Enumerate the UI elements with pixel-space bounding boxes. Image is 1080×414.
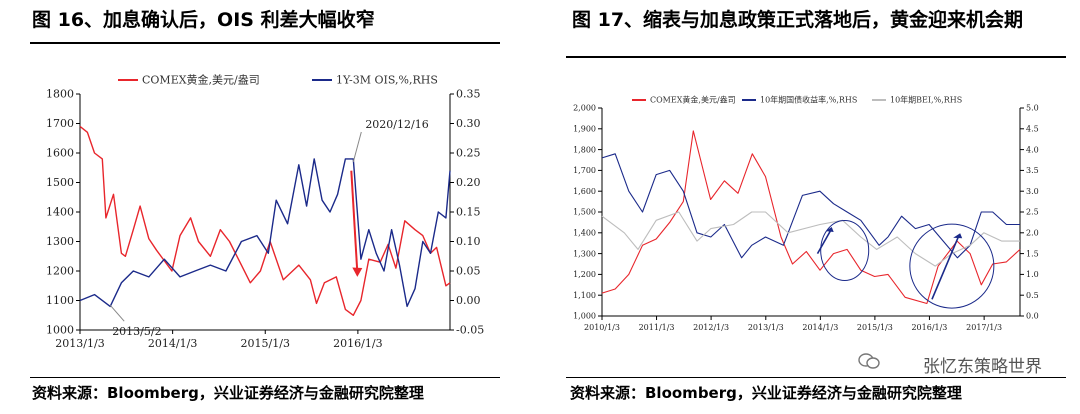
x-tick-label: 2010/1/3 <box>584 323 620 332</box>
y-right-tick-label: 0.5 <box>1026 291 1039 300</box>
y-right-tick-label: 0.35 <box>456 88 481 101</box>
x-tick-label: 2017/1/3 <box>966 323 1002 332</box>
y-right-tick-label: 4.0 <box>1026 145 1039 154</box>
figure-source: 资料来源：Bloomberg，兴业证券经济与金融研究院整理 <box>570 384 962 402</box>
figure-title: 图 17、缩表与加息政策正式落地后，黄金迎来机会期 <box>572 9 1024 31</box>
x-tick-label: 2016/1/3 <box>911 323 947 332</box>
y-right-tick-label: 2.5 <box>1026 208 1039 217</box>
x-tick-label: 2015/1/3 <box>857 323 893 332</box>
y-right-tick-label: 4.5 <box>1026 124 1039 133</box>
source-rule <box>30 377 500 378</box>
annotation-leader <box>352 131 362 162</box>
y-right-tick-label: 0.30 <box>456 117 481 130</box>
x-tick-label: 2014/1/3 <box>802 323 838 332</box>
legend-label-0: COMEX黄金,美元/盎司 <box>142 73 260 87</box>
title-rule <box>566 56 1066 58</box>
highlight-circle <box>820 219 870 281</box>
gold-yield-chart: 2,000 1,900 1,800 1,700 1,600 1,500 1,400 1,300… <box>573 95 1039 332</box>
x-tick-label: 2014/1/3 <box>148 337 197 350</box>
highlight-circle <box>909 223 995 309</box>
x-tick-label: 2011/1/3 <box>639 323 675 332</box>
y-left-tick-label: 1,900 <box>573 124 596 133</box>
y-left-tick-label: 1000 <box>46 324 74 337</box>
trend-arrow-head <box>825 226 834 232</box>
annotation-label: 2020/12/16 <box>365 118 428 131</box>
y-left-tick-label: 1200 <box>46 265 74 278</box>
trend-arrow <box>931 234 960 300</box>
title-rule <box>30 42 500 44</box>
y-right-tick-label: 0.00 <box>456 294 481 307</box>
trend-arrow-head <box>953 233 963 239</box>
y-left-tick-label: 1800 <box>46 88 74 101</box>
y-right-tick-label: -0.05 <box>456 324 484 337</box>
y-left-tick-label: 1,500 <box>573 208 596 217</box>
annotation-label: 2013/5/2 <box>112 325 161 338</box>
y-left-tick-label: 1,700 <box>573 166 596 175</box>
y-right-tick-label: 3.5 <box>1026 166 1039 175</box>
series-line-2 <box>601 211 1020 267</box>
y-left-tick-label: 1,200 <box>573 270 596 279</box>
y-left-tick-label: 1500 <box>46 176 74 189</box>
arrow-head <box>352 267 363 277</box>
legend-label-1: 1Y-3M OIS,%,RHS <box>336 74 438 87</box>
y-left-tick-label: 1300 <box>46 235 74 248</box>
trend-arrow <box>816 228 833 254</box>
ois-gold-chart: 1800 1700 1600 1500 1400 1300 1200 1100 1000 0.35… <box>46 73 484 350</box>
y-right-tick-label: 2.0 <box>1026 228 1039 237</box>
y-left-tick-label: 1,600 <box>573 187 596 196</box>
wechat-icon <box>858 353 880 369</box>
watermark-text: 张忆东策略世界 <box>923 357 1042 377</box>
x-tick-label: 2012/1/3 <box>693 323 729 332</box>
y-left-tick-label: 1,300 <box>573 249 596 258</box>
legend-label-1: 10年期国债收益率,%,RHS <box>760 95 857 105</box>
y-left-tick-label: 2,000 <box>573 104 596 113</box>
y-right-tick-label: 0.15 <box>456 206 481 219</box>
figure-source: 资料来源：Bloomberg，兴业证券经济与金融研究院整理 <box>32 384 424 402</box>
y-right-tick-label: 3.0 <box>1026 187 1039 196</box>
source-rule <box>566 377 1066 378</box>
left-figure: 图 16、加息确认后，OIS 利差大幅收窄 1800 1700 1600 1500 14… <box>0 0 530 414</box>
series-line-1 <box>79 158 451 308</box>
y-left-tick-label: 1,100 <box>573 291 596 300</box>
y-left-tick-label: 1600 <box>46 147 74 160</box>
y-left-tick-label: 1700 <box>46 117 74 130</box>
y-left-tick-label: 1,800 <box>573 145 596 154</box>
y-right-tick-label: 1.5 <box>1026 249 1039 258</box>
legend-label-0: COMEX黄金,美元/盎司 <box>650 95 736 105</box>
y-right-tick-label: 0.0 <box>1026 312 1039 321</box>
y-right-tick-label: 0.20 <box>456 176 481 189</box>
y-right-tick-label: 0.05 <box>456 265 481 278</box>
series-line-0 <box>79 125 451 316</box>
x-tick-label: 2013/1/3 <box>55 337 104 350</box>
y-left-tick-label: 1100 <box>46 294 74 307</box>
y-right-tick-label: 0.25 <box>456 147 481 160</box>
figure-title: 图 16、加息确认后，OIS 利差大幅收窄 <box>32 9 375 31</box>
y-left-tick-label: 1,400 <box>573 228 596 237</box>
arrow-shaft <box>350 170 359 273</box>
y-right-tick-label: 5.0 <box>1026 104 1039 113</box>
x-tick-label: 2016/1/3 <box>333 337 382 350</box>
annotation-leader <box>109 304 125 322</box>
legend-label-2: 10年期BEI,%,RHS <box>890 95 962 105</box>
series-line-1 <box>601 153 1020 259</box>
y-right-tick-label: 0.10 <box>456 235 481 248</box>
y-left-tick-label: 1400 <box>46 206 74 219</box>
y-left-tick-label: 1,000 <box>573 312 596 321</box>
x-tick-label: 2015/1/3 <box>241 337 290 350</box>
right-figure: 图 17、缩表与加息政策正式落地后，黄金迎来机会期 2,000 1,900 1,80… <box>550 0 1080 414</box>
y-right-tick-label: 1.0 <box>1026 270 1039 279</box>
x-tick-label: 2013/1/3 <box>748 323 784 332</box>
